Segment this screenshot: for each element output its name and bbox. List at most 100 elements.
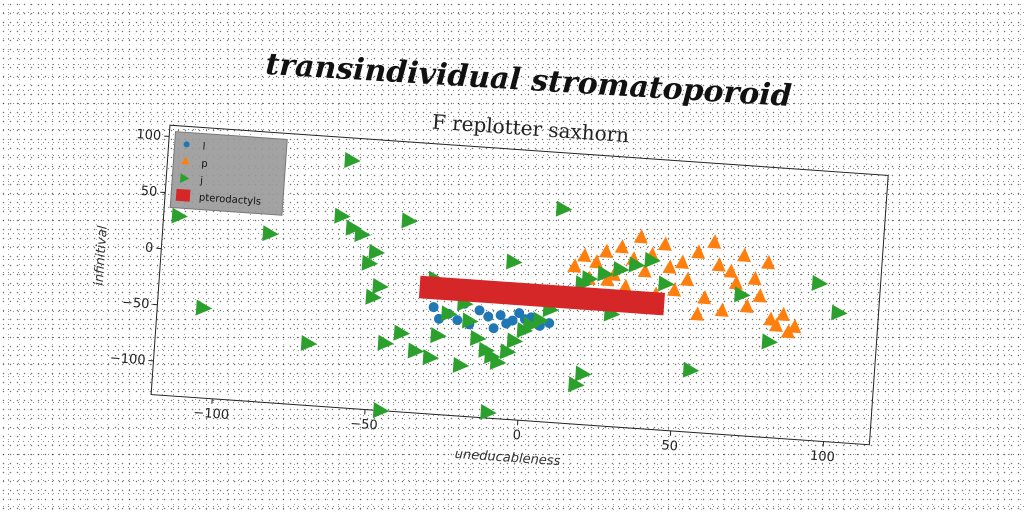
data-point-l [495, 310, 506, 321]
legend-swatch-p [181, 156, 190, 165]
data-point-j [658, 275, 675, 292]
data-point-j [377, 334, 395, 351]
data-point-j [430, 327, 447, 344]
legend-label-j: j [199, 175, 204, 186]
data-point-p [707, 234, 722, 249]
data-point-j [262, 225, 279, 242]
data-point-j [506, 253, 523, 270]
legend-box [169, 131, 288, 216]
data-point-j [300, 335, 318, 352]
data-point-j [354, 226, 371, 242]
y-tick-label: 50 [140, 184, 158, 200]
data-point-p [787, 318, 802, 334]
data-point-p [761, 254, 775, 270]
data-point-p [763, 311, 778, 326]
data-point-p [600, 271, 615, 287]
data-point-p [567, 258, 582, 273]
data-point-p [614, 239, 629, 254]
data-point-j [401, 212, 418, 229]
data-point-j [393, 324, 411, 341]
data-point-p [714, 302, 729, 317]
data-point-j [574, 365, 592, 382]
data-point-j [581, 270, 599, 287]
overtitle: transindividual stromatoporoid [264, 47, 792, 114]
axis-ticks: −100 −50 0 50 100 100 50 0 −50 −100 [109, 127, 836, 466]
data-point-j [372, 402, 390, 419]
data-point-j [597, 265, 614, 282]
data-point-j [195, 299, 213, 316]
data-bar-pterodactyls [418, 275, 665, 316]
data-point-l [474, 305, 485, 316]
data-point-p [662, 259, 677, 274]
x-tick-label: −100 [193, 406, 230, 423]
data-point-p [577, 247, 592, 263]
y-tick-label: 100 [136, 127, 162, 144]
data-point-j [811, 274, 829, 291]
data-point-j [345, 219, 363, 236]
data-point-p [679, 271, 694, 287]
data-point-p [697, 289, 712, 305]
data-point-j [480, 403, 497, 420]
data-point-p [775, 306, 790, 322]
data-point-j [644, 251, 661, 268]
y-tick-label: −100 [109, 351, 146, 368]
data-point-p [711, 257, 726, 272]
data-point-p [618, 278, 633, 294]
data-point-l [483, 311, 494, 322]
data-point-j [365, 288, 382, 305]
data-point-j [682, 361, 700, 378]
data-point-j [761, 333, 779, 350]
data-point-p [747, 270, 762, 286]
data-point-l [428, 302, 439, 313]
data-point-j [422, 349, 440, 366]
data-point-j [523, 316, 540, 333]
data-point-j [489, 353, 507, 370]
data-point-p [728, 275, 743, 290]
data-point-j [506, 332, 524, 349]
x-tick-label: −50 [350, 417, 378, 434]
data-point-j [372, 278, 389, 294]
data-point-p [780, 323, 795, 339]
data-point-p [723, 263, 738, 279]
plot-frame [150, 124, 889, 446]
y-tick-label: −50 [121, 295, 149, 312]
data-point-p [637, 263, 652, 278]
data-point-l [488, 323, 499, 334]
data-point-j [334, 207, 351, 224]
legend-swatch-j [179, 173, 190, 184]
legend-swatch-l [183, 141, 190, 148]
data-point-p [666, 282, 681, 297]
data-point-p [752, 288, 767, 303]
data-point-j [452, 356, 470, 373]
legend-swatch-pterodactyls [175, 188, 191, 202]
data-point-p [657, 236, 672, 251]
data-point-j [831, 304, 848, 321]
data-point-j [171, 207, 188, 224]
y-axis-label: infinitival [92, 225, 111, 286]
chart-area: F replotter saxhorn −100−50050100100500−… [92, 110, 889, 469]
data-point-p [739, 298, 754, 313]
data-point-j [628, 256, 646, 273]
data-point-p [768, 317, 783, 332]
legend-label-l: l [202, 142, 206, 153]
data-point-j [368, 243, 386, 260]
data-point-j [440, 305, 458, 322]
data-point-j [361, 254, 379, 271]
data-point-l [452, 315, 463, 326]
data-point-j [555, 200, 573, 217]
chart-title: F replotter saxhorn [431, 110, 630, 148]
data-point-j [613, 261, 630, 277]
legend-label-p: p [201, 159, 208, 170]
data-point-l [507, 315, 518, 326]
data-point-j [407, 342, 425, 359]
data-point-p [689, 306, 704, 321]
legend-label-pterodactyls: pterodactyls [199, 192, 262, 207]
data-point-j [734, 286, 751, 303]
data-point-p [599, 243, 614, 259]
data-point-j [499, 343, 517, 360]
x-tick-label: 100 [810, 449, 836, 466]
x-axis-label: uneducableness [454, 447, 561, 469]
data-point-p [675, 254, 690, 270]
x-tick-label: 0 [512, 428, 521, 444]
